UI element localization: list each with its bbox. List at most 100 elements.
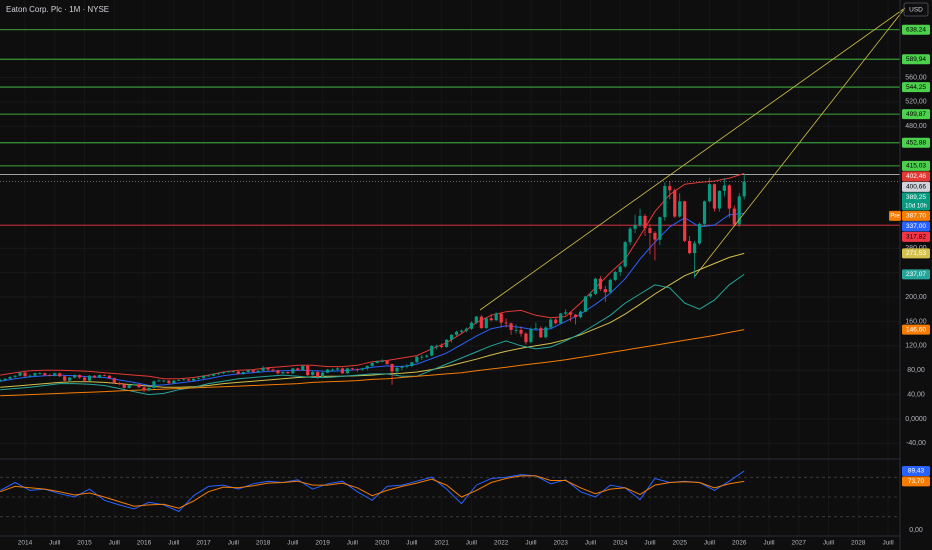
price-tag <box>902 248 930 259</box>
x-tick-label: 2015 <box>77 540 92 547</box>
candle-body <box>464 328 469 331</box>
trend-line <box>479 7 906 311</box>
price-tag-label: 402,46 <box>906 173 926 180</box>
x-tick-label: Juill <box>644 540 656 547</box>
x-tick-label: 2017 <box>196 540 211 547</box>
candle-body <box>415 356 419 363</box>
x-tick-label: Juill <box>406 540 418 547</box>
candle-body <box>673 190 677 217</box>
currency-box[interactable] <box>903 2 929 17</box>
candle-body <box>182 379 186 381</box>
price-tag <box>902 324 930 335</box>
candle-body <box>276 370 280 374</box>
indicator-line <box>0 173 745 380</box>
candle-body <box>683 201 687 241</box>
y-tick-label: 200,00 <box>905 294 927 301</box>
candle-body <box>226 371 230 373</box>
candle-body <box>663 186 667 218</box>
candle-body <box>340 368 345 374</box>
candle-body <box>449 334 454 340</box>
currency[interactable]: USD <box>909 7 923 14</box>
candle-body <box>564 312 568 314</box>
candle-body <box>68 377 72 381</box>
grid <box>0 476 900 518</box>
candle-body <box>296 368 300 371</box>
x-tick-label: 2024 <box>613 540 628 547</box>
y-tick-label: 0,0000 <box>905 416 927 423</box>
candle-body <box>598 278 602 290</box>
candle-body <box>167 380 171 384</box>
candle-body <box>405 365 409 367</box>
price-tag <box>902 82 930 93</box>
price-tag-label: 589,94 <box>906 56 926 63</box>
candle-body <box>335 368 340 370</box>
candle-body <box>8 376 12 379</box>
candle-body <box>251 370 255 373</box>
candle-body <box>38 373 42 375</box>
candle-body <box>365 365 369 369</box>
rsi-tag <box>902 476 930 487</box>
candle-body <box>524 333 528 343</box>
candle-body <box>668 186 672 191</box>
price-tag <box>902 192 930 211</box>
candle-body <box>613 272 617 280</box>
candle-body <box>420 356 424 358</box>
price-tag-label: 499,87 <box>906 111 926 118</box>
candle-body <box>311 372 315 376</box>
candle-body <box>152 381 156 388</box>
candle-body <box>112 378 116 384</box>
candle-body <box>583 296 588 312</box>
candle-body <box>325 369 330 373</box>
candle-body <box>23 372 27 377</box>
price-tag <box>902 109 930 120</box>
candle-body <box>370 362 374 366</box>
candle-body <box>3 378 7 380</box>
candle-body <box>53 373 57 376</box>
candle-body <box>479 316 483 329</box>
y-tick-label: 560,00 <box>905 74 927 81</box>
candle-body <box>231 371 235 373</box>
candle-body <box>92 375 97 378</box>
candle-body <box>172 380 176 384</box>
y-tick-label: 40,00 <box>907 391 925 398</box>
price-tag <box>902 269 930 280</box>
candle-body <box>266 367 270 370</box>
candle-body <box>360 368 364 370</box>
rsi-line <box>0 475 745 509</box>
price-tag-label: 400,66 <box>906 184 926 191</box>
y-tick-label: 480,00 <box>905 123 927 130</box>
price-tag-label: 638,24 <box>906 26 926 33</box>
candle-body <box>504 322 508 324</box>
x-tick-label: 2014 <box>18 540 33 547</box>
candle-body <box>211 373 216 376</box>
candle-body <box>375 361 379 363</box>
candle-body <box>509 323 513 330</box>
x-tick-label: Juill <box>49 540 61 547</box>
x-tick-label: 2016 <box>137 540 152 547</box>
candle-body <box>474 316 478 323</box>
x-tick-label: Juill <box>228 540 240 547</box>
candle-body <box>722 185 726 191</box>
candle-body <box>201 375 206 379</box>
candle-body <box>514 329 518 331</box>
candle-body <box>291 368 295 374</box>
candle-body <box>13 375 17 377</box>
candle-body <box>82 377 87 381</box>
candle-body <box>385 361 389 365</box>
candle-body <box>727 185 731 209</box>
candle-body <box>648 228 652 233</box>
candle-body <box>534 328 538 329</box>
candle-body <box>484 318 488 329</box>
candle-body <box>400 366 404 368</box>
candle-body <box>301 365 305 371</box>
candle-body <box>147 387 151 391</box>
candle-body <box>281 372 285 374</box>
price-tag-label: 146,60 <box>906 326 926 333</box>
candle-body <box>603 289 607 293</box>
candle-body <box>410 362 414 366</box>
price-tag <box>902 160 930 171</box>
candle-body <box>499 313 503 323</box>
candle-body <box>519 329 523 334</box>
